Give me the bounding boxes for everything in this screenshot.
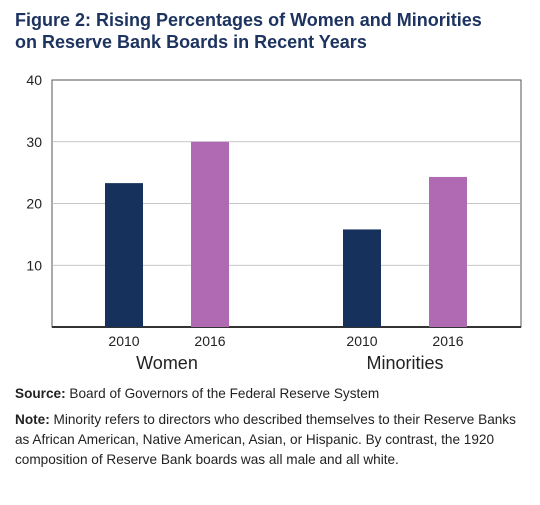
bar-women-2010 [105,183,143,327]
note-label: Note: [15,412,50,427]
source-text: Board of Governors of the Federal Reserv… [69,386,380,401]
bar-chart: 10 20 30 40 2010 2016 Women 2010 2016 Minorities [26,72,522,373]
title-line-2: on Reserve Bank Boards in Recent Years [15,32,367,52]
chart-notes: Source: Board of Governors of the Federa… [15,384,530,476]
x-tick-label: 2016 [432,333,463,349]
bar-women-2016 [191,141,229,327]
group-label: Minorities [366,353,443,373]
y-tick-label: 40 [26,72,42,88]
bar-minorities-2010 [343,229,381,327]
note-line: Note: Minority refers to directors who d… [15,410,530,470]
group-label: Women [136,353,198,373]
x-tick-label: 2016 [194,333,225,349]
y-tick-label: 20 [26,196,42,212]
chart-title: Figure 2: Rising Percentages of Women an… [15,9,530,53]
y-tick-label: 30 [26,134,42,150]
note-text: Minority refers to directors who describ… [15,412,516,467]
bar-minorities-2016 [429,176,467,327]
x-tick-label: 2010 [346,333,377,349]
source-line: Source: Board of Governors of the Federa… [15,384,530,404]
x-tick-label: 2010 [108,333,139,349]
title-line-1: Figure 2: Rising Percentages of Women an… [15,10,482,30]
source-label: Source: [15,386,66,401]
y-tick-label: 10 [26,257,42,273]
